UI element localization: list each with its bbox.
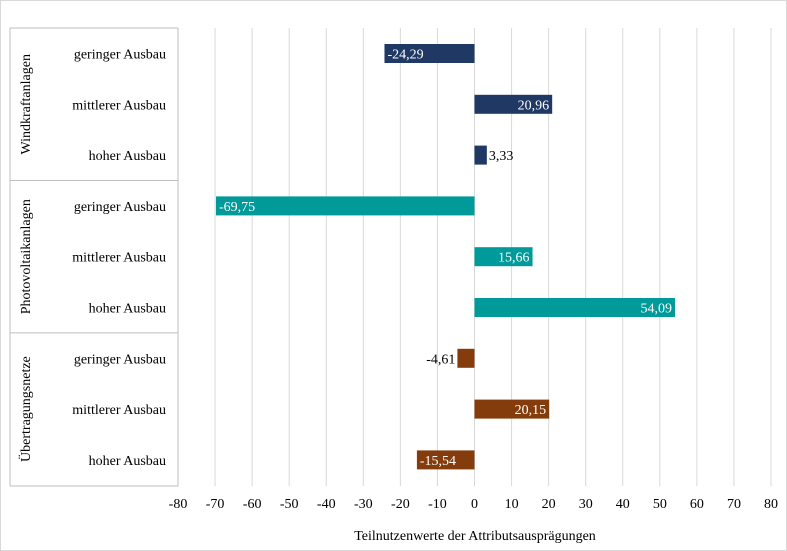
category-label: geringer Ausbau	[74, 352, 166, 367]
category-label: mittlerer Ausbau	[72, 403, 166, 418]
data-label: 3,33	[489, 149, 513, 164]
x-tick-label: 80	[764, 497, 778, 512]
x-tick-label: 10	[505, 497, 519, 512]
x-tick-label: -80	[169, 497, 188, 512]
category-label: hoher Ausbau	[89, 454, 166, 469]
x-tick-label: 50	[653, 497, 667, 512]
group-labels: Windkraftanlagen Photovoltaikanlagen Übert…	[17, 54, 34, 462]
group-label: Windkraftanlagen	[19, 54, 34, 155]
x-tick-label: -20	[391, 497, 410, 512]
x-tick-label: 0	[471, 497, 478, 512]
x-tick-label: 20	[542, 497, 556, 512]
x-tick-label: -50	[280, 497, 299, 512]
group-label: Photovoltaikanlagen	[19, 199, 34, 314]
data-label: 20,96	[518, 98, 550, 113]
bar	[475, 146, 487, 165]
data-label: -69,75	[219, 200, 255, 215]
data-label: -4,61	[426, 352, 455, 367]
data-label: -15,54	[420, 454, 456, 469]
category-label: hoher Ausbau	[89, 149, 166, 164]
x-tick-label: 30	[579, 497, 593, 512]
x-tick-label: 60	[690, 497, 704, 512]
x-tick-label: -70	[206, 497, 225, 512]
data-label: 20,15	[515, 403, 547, 418]
data-label: 15,66	[498, 251, 530, 266]
x-tick-label: -40	[317, 497, 336, 512]
x-tick-label: 70	[727, 497, 741, 512]
group-label: Übertragungsnetze	[17, 356, 34, 462]
x-axis-label: Teilnutzenwerte der Attributsausprägunge…	[354, 529, 596, 544]
x-tick-label: -30	[354, 497, 373, 512]
category-label: mittlerer Ausbau	[72, 98, 166, 113]
x-tick-label: 40	[616, 497, 630, 512]
data-label: -24,29	[387, 48, 423, 63]
category-labels: geringer Ausbau mittlerer Ausbau hoher Aus…	[72, 48, 166, 469]
category-label: hoher Ausbau	[89, 302, 166, 317]
x-tick-label: -60	[243, 497, 262, 512]
data-label: 54,09	[640, 302, 672, 317]
category-label: geringer Ausbau	[74, 48, 166, 63]
x-tick-label: -10	[428, 497, 447, 512]
category-label: mittlerer Ausbau	[72, 251, 166, 266]
bar	[457, 349, 474, 368]
category-label: geringer Ausbau	[74, 200, 166, 215]
